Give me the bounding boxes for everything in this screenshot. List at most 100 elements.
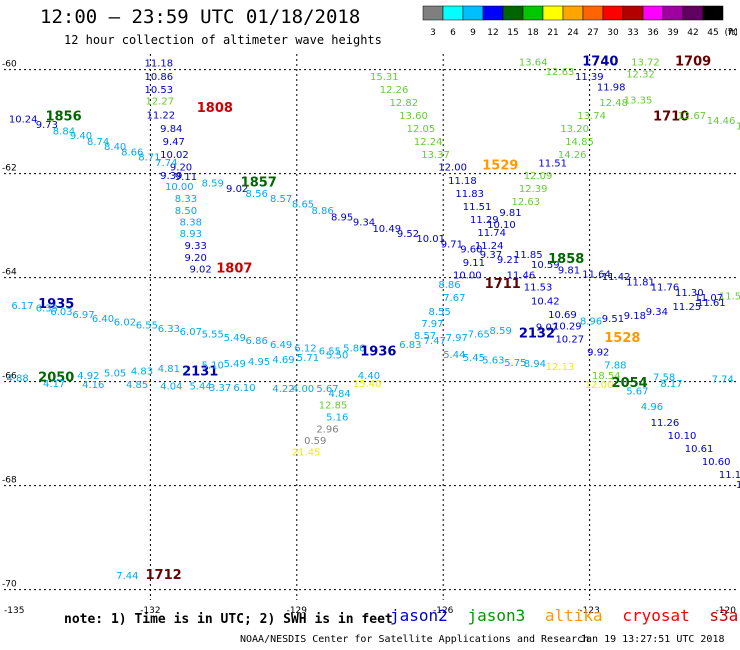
wave-height-value: 8.38 [180, 218, 202, 229]
footer-note: note: 1) Time is in UTC; 2) SWH is in fe… [64, 612, 393, 627]
pass-time-label: 2132 [519, 326, 555, 341]
wave-height-value: 10.53 [145, 85, 174, 96]
wave-height-value: 5.44 [189, 381, 211, 392]
wave-height-value: 8.40 [104, 142, 126, 153]
wave-height-value: 12.26 [380, 85, 409, 96]
color-legend-label: 45 [707, 28, 718, 38]
wave-height-value: 7.67 [443, 293, 465, 304]
wave-height-value: 5.10 [202, 361, 224, 372]
wave-height-value: 14.85 [565, 137, 594, 148]
color-legend-swatch [562, 5, 584, 21]
wave-height-value: 12.27 [146, 96, 175, 107]
color-legend-swatch [682, 5, 704, 21]
wave-height-value: 10.29 [553, 322, 582, 333]
wave-height-value: 12.05 [407, 124, 436, 135]
color-legend-label: 24 [567, 28, 579, 38]
pass-time-label: 1808 [197, 101, 233, 116]
wave-height-value: 12.85 [319, 401, 348, 412]
wave-height-value: 11.18 [448, 176, 477, 187]
wave-height-value: 13.72 [631, 57, 660, 68]
wave-height-value: 13.35 [624, 95, 653, 106]
wave-height-value: 9.81 [558, 265, 580, 276]
pass-time-label: 1712 [146, 568, 182, 583]
lon-tick-label: -132 [140, 606, 160, 616]
wave-height-value: 9.20 [185, 253, 207, 264]
wave-height-value: 5.71 [297, 353, 319, 364]
wave-height-value: 11.51 [538, 158, 567, 169]
wave-height-value: 9.33 [185, 241, 207, 252]
wave-height-value: 10.10 [668, 431, 697, 442]
wave-height-value: 6.97 [72, 310, 94, 321]
wave-height-value: 6.07 [180, 327, 202, 338]
wave-height-value: 4.88 [6, 374, 28, 385]
wave-height-value: 5.86 [343, 343, 365, 354]
chart-title: 12:00 – 23:59 UTC 01/18/2018 [40, 6, 361, 28]
wave-height-value: 11.64 [582, 270, 611, 281]
wave-height-value: 8.86 [311, 206, 333, 217]
wave-height-value: 7.88 [604, 361, 626, 372]
wave-height-value: 6.02 [114, 317, 136, 328]
wave-height-value: 10.69 [548, 310, 577, 321]
wave-height-value: 7.58 [653, 373, 675, 384]
pass-time-label: 1857 [241, 176, 277, 191]
wave-height-value: 13.64 [519, 57, 548, 68]
wave-height-value: 11.30 [675, 288, 704, 299]
pass-time-label: 1807 [216, 261, 252, 276]
wave-height-value: 8.17 [660, 379, 682, 390]
wave-height-value: 4.69 [272, 355, 294, 366]
color-legend-label: 27 [587, 28, 598, 38]
wave-height-value: 21.45 [292, 447, 321, 458]
wave-height-value: 14.26 [558, 150, 587, 161]
color-legend-label: 18 [527, 28, 539, 38]
legend-jason2: jason2 [390, 606, 448, 625]
wave-height-value: 10.24 [9, 115, 38, 126]
legend-altika: altika [544, 606, 603, 625]
wave-height-value: 10.61 [685, 444, 714, 455]
wave-height-value: 10.86 [145, 72, 174, 83]
wave-height-value: 8.33 [175, 194, 197, 205]
wave-height-value: 9.34 [353, 218, 375, 229]
color-legend-labels: 3 6 9 12 15 18 21 24 27 30 33 36 39 42 45 70(ft) [430, 28, 737, 38]
color-legend-swatch [602, 5, 624, 21]
wave-height-value: 13.20 [560, 124, 589, 135]
wave-height-value: 8.65 [292, 199, 314, 210]
wave-height-value: 8.95 [331, 212, 353, 223]
wave-height-value: 12.13 [546, 362, 575, 373]
wave-height-value: 13.37 [421, 150, 450, 161]
wave-height-value: 5.75 [504, 358, 526, 369]
color-legend-label: 12 [487, 28, 498, 38]
wave-height-value: 11.18 [145, 58, 174, 69]
footer-credit: NOAA/NESDIS Center for Satellite Applica… [240, 634, 590, 645]
wave-height-value: 11.61 [697, 298, 726, 309]
wave-height-value: 13.60 [399, 111, 428, 122]
wave-height-value: 11.83 [455, 189, 484, 200]
wave-height-value: 11.51 [463, 202, 492, 213]
color-legend-swatch [482, 5, 504, 21]
axis-tick-labels: -60 -62 -64 -66 -68 -70 -135 -132 -129 -126 -123 -1… [2, 60, 736, 616]
color-legend-label: 36 [647, 28, 659, 38]
color-legend-label: 9 [470, 28, 476, 38]
wave-height-value: 8.71 [138, 153, 160, 164]
wave-height-value: 10.10 [487, 220, 516, 231]
wave-height-value: 12.00 [585, 380, 614, 391]
wave-height-value: 11.26 [651, 418, 680, 429]
wave-height-value: 11.74 [477, 228, 506, 239]
wave-height-value: 4.84 [329, 389, 351, 400]
wave-height-value: 12.63 [512, 197, 541, 208]
wave-height-value: 3.37 [209, 383, 231, 394]
wave-height-value: 10.01 [416, 234, 445, 245]
wave-height-value: 12.32 [626, 69, 655, 80]
pass-time-label: 1936 [360, 345, 396, 360]
wave-height-value: 6.03 [50, 307, 72, 318]
wave-height-labels: 11.1810.8610.5312.2711.229.849.4710.029.… [6, 54, 740, 583]
lon-tick-label: -126 [433, 606, 454, 616]
wave-height-value: 8.59 [202, 179, 224, 190]
color-legend-swatches [422, 5, 724, 21]
wave-height-value: 9.52 [397, 229, 419, 240]
wave-height-value: 10.27 [555, 335, 584, 346]
wave-height-value: 9.21 [497, 255, 519, 266]
wave-height-value: 9.20 [170, 162, 192, 173]
wave-height-value: 13.74 [577, 111, 606, 122]
wave-height-value: 7.74 [155, 158, 177, 169]
wave-height-value: 11.98 [597, 82, 626, 93]
